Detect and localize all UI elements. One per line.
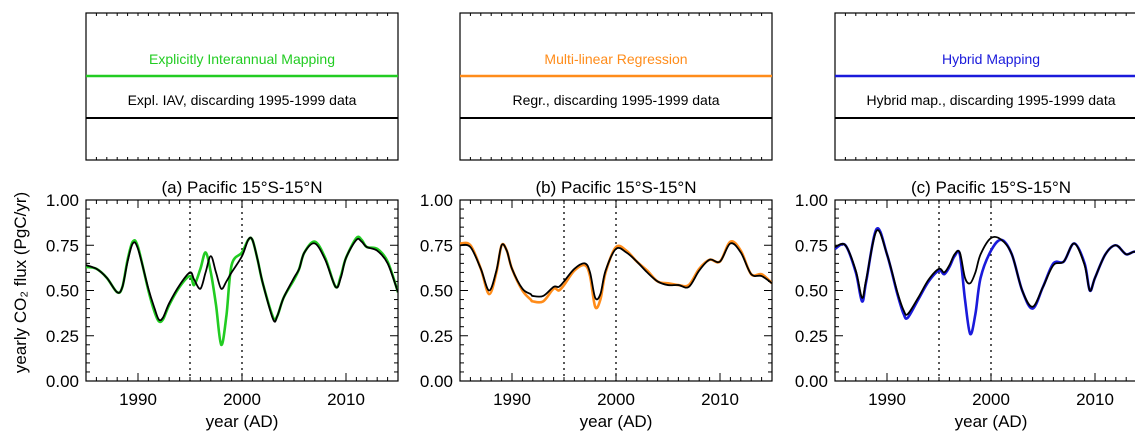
legend-frame — [834, 12, 1135, 161]
x-axis-label: year (AD) — [206, 412, 279, 431]
legend-reference-label: Expl. IAV, discarding 1995-1999 data — [128, 92, 357, 108]
chart-panel-c: Hybrid Mapping Hybrid map., discarding 19… — [795, 12, 1135, 431]
legend-method-label: Explicitly Interannual Mapping — [149, 51, 335, 67]
legend-method-label: Hybrid Mapping — [942, 51, 1040, 67]
x-tick-label: 1990 — [868, 390, 906, 409]
y-tick-label: 0.75 — [420, 236, 453, 255]
y-axis-label: yearly CO₂ flux (PgC/yr) — [11, 192, 30, 373]
chart-title: (c) Pacific 15°S-15°N — [911, 178, 1071, 197]
x-axis-label: year (AD) — [955, 412, 1028, 431]
y-tick-label: 0.75 — [46, 236, 79, 255]
x-axis-label: year (AD) — [580, 412, 653, 431]
y-tick-label: 0.00 — [795, 372, 828, 391]
legend-reference-label: Regr., discarding 1995-1999 data — [512, 92, 719, 108]
y-tick-label: 0.25 — [46, 327, 79, 346]
series-line-reference — [460, 242, 772, 301]
legend-frame — [459, 12, 773, 161]
x-tick-label: 2000 — [223, 390, 261, 409]
y-tick-label: 0.75 — [795, 236, 828, 255]
y-tick-label: 0.25 — [420, 327, 453, 346]
y-tick-label: 1.00 — [46, 191, 79, 210]
legend-box: Hybrid Mapping Hybrid map., discarding 19… — [834, 12, 1135, 161]
y-tick-label: 0.50 — [795, 282, 828, 301]
y-tick-label: 0.50 — [46, 282, 79, 301]
x-tick-label: 2000 — [972, 390, 1010, 409]
legend-method-label: Multi-linear Regression — [544, 51, 687, 67]
y-tick-label: 0.50 — [420, 282, 453, 301]
x-tick-label: 2010 — [1076, 390, 1114, 409]
x-tick-label: 1990 — [119, 390, 157, 409]
chart-panel-a: Explicitly Interannual Mapping Expl. IAV,… — [46, 12, 399, 431]
y-tick-label: 0.25 — [795, 327, 828, 346]
y-tick-label: 1.00 — [420, 191, 453, 210]
x-tick-label: 2000 — [597, 390, 635, 409]
y-tick-label: 1.00 — [795, 191, 828, 210]
chart-title: (b) Pacific 15°S-15°N — [536, 178, 697, 197]
series-line-reference — [86, 236, 398, 323]
series-line-reference — [835, 229, 1135, 316]
legend-frame — [85, 12, 399, 161]
y-tick-label: 0.00 — [420, 372, 453, 391]
x-tick-label: 2010 — [701, 390, 739, 409]
legend-box: Explicitly Interannual Mapping Expl. IAV,… — [85, 12, 399, 161]
legend-reference-label: Hybrid map., discarding 1995-1999 data — [866, 92, 1115, 108]
x-tick-label: 1990 — [493, 390, 531, 409]
chart-title: (a) Pacific 15°S-15°N — [162, 178, 323, 197]
legend-box: Multi-linear Regression Regr., discarding… — [459, 12, 773, 161]
x-tick-label: 2010 — [327, 390, 365, 409]
chart-panel-b: Multi-linear Regression Regr., discarding… — [420, 12, 773, 431]
y-tick-label: 0.00 — [46, 372, 79, 391]
